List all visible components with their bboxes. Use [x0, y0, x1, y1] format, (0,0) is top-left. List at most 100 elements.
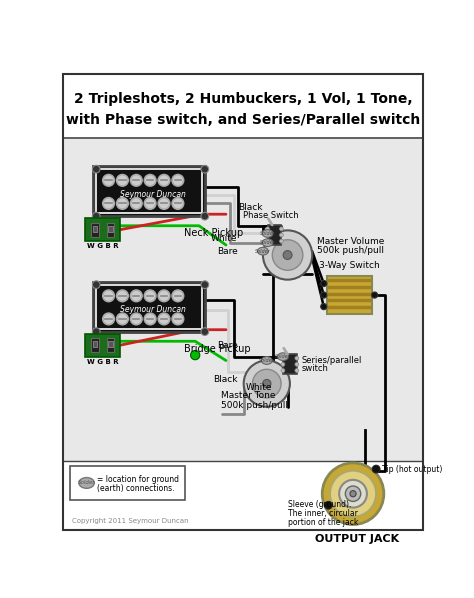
Text: Black: Black [213, 376, 237, 385]
Bar [283, 355, 297, 374]
Text: W G B R: W G B R [87, 359, 119, 365]
Text: Bare: Bare [217, 248, 237, 257]
Circle shape [325, 501, 332, 509]
Circle shape [130, 198, 142, 209]
Bar [85, 334, 120, 356]
Text: with Phase switch, and Series/Parallel switch: with Phase switch, and Series/Parallel s… [66, 112, 420, 127]
Circle shape [253, 370, 281, 398]
Bar [93, 226, 97, 232]
Text: Solder: Solder [78, 480, 95, 486]
Text: The inner, circular: The inner, circular [288, 509, 357, 518]
Text: Copyright 2011 Seymour Duncan: Copyright 2011 Seymour Duncan [72, 518, 189, 524]
Circle shape [339, 480, 367, 508]
Circle shape [321, 280, 327, 286]
Circle shape [280, 239, 283, 243]
Circle shape [92, 165, 100, 173]
Circle shape [158, 290, 170, 301]
Circle shape [321, 292, 327, 298]
Bar [91, 338, 99, 352]
Circle shape [92, 328, 100, 335]
Bar [107, 222, 114, 237]
Bar [327, 276, 372, 315]
Circle shape [172, 175, 183, 186]
Circle shape [158, 313, 170, 325]
Circle shape [201, 165, 209, 173]
Text: switch: switch [301, 364, 328, 374]
Bar [267, 225, 282, 245]
Text: W G B R: W G B R [87, 243, 119, 249]
Circle shape [145, 313, 156, 325]
Ellipse shape [261, 356, 272, 364]
Circle shape [117, 313, 128, 325]
Circle shape [281, 368, 285, 373]
Text: Seymour Duncan: Seymour Duncan [120, 305, 186, 314]
Circle shape [330, 471, 376, 517]
Circle shape [172, 313, 183, 325]
Circle shape [172, 290, 183, 301]
Ellipse shape [262, 230, 273, 237]
Bar [93, 282, 205, 332]
Bar [108, 226, 113, 232]
Circle shape [265, 233, 270, 237]
Bar [91, 222, 99, 237]
Bar [93, 341, 97, 347]
Circle shape [130, 175, 142, 186]
Circle shape [103, 290, 114, 301]
Text: Solder: Solder [255, 249, 271, 254]
Circle shape [281, 356, 285, 360]
Circle shape [280, 233, 283, 237]
Circle shape [172, 198, 183, 209]
Circle shape [130, 313, 142, 325]
Text: portion of the jack: portion of the jack [288, 518, 358, 527]
Circle shape [280, 227, 283, 231]
Ellipse shape [262, 239, 273, 246]
Text: Master Tone: Master Tone [220, 391, 275, 400]
Circle shape [295, 362, 299, 367]
Circle shape [321, 304, 327, 310]
Circle shape [350, 490, 356, 497]
Circle shape [145, 175, 156, 186]
Ellipse shape [278, 353, 288, 361]
Circle shape [263, 380, 271, 388]
Circle shape [117, 290, 128, 301]
Circle shape [191, 350, 200, 360]
Circle shape [372, 465, 380, 473]
Circle shape [265, 239, 270, 243]
Bar [64, 139, 422, 460]
Bar [96, 169, 202, 213]
Text: White: White [211, 234, 237, 243]
Text: 2 Tripleshots, 2 Humbuckers, 1 Vol, 1 Tone,: 2 Tripleshots, 2 Humbuckers, 1 Vol, 1 To… [73, 91, 412, 106]
Circle shape [103, 175, 114, 186]
Circle shape [346, 486, 361, 501]
Text: Seymour Duncan: Seymour Duncan [120, 190, 186, 199]
Bar [107, 338, 114, 352]
Text: Bare: Bare [217, 341, 237, 350]
Bar [64, 75, 422, 138]
Circle shape [322, 463, 384, 524]
Circle shape [283, 251, 292, 260]
Circle shape [295, 356, 299, 360]
Circle shape [158, 175, 170, 186]
Bar [64, 460, 422, 530]
Circle shape [158, 198, 170, 209]
Text: Solder: Solder [275, 354, 291, 359]
Circle shape [372, 292, 378, 298]
Text: Sleeve (ground).: Sleeve (ground). [288, 500, 351, 509]
Circle shape [263, 230, 312, 280]
Text: Solder: Solder [259, 358, 274, 363]
Circle shape [265, 227, 270, 231]
Circle shape [145, 290, 156, 301]
Circle shape [92, 281, 100, 288]
Circle shape [201, 212, 209, 220]
Circle shape [145, 198, 156, 209]
Text: 500k push/pull: 500k push/pull [220, 401, 288, 410]
Text: OUTPUT JACK: OUTPUT JACK [315, 534, 399, 544]
Ellipse shape [257, 248, 268, 255]
Text: 500k push/pull: 500k push/pull [317, 246, 384, 255]
Text: 3-Way Switch: 3-Way Switch [319, 261, 380, 270]
Text: (earth) connections.: (earth) connections. [97, 484, 175, 493]
Bar [93, 166, 205, 216]
Circle shape [103, 313, 114, 325]
Circle shape [201, 281, 209, 288]
Text: = location for ground: = location for ground [97, 475, 179, 484]
